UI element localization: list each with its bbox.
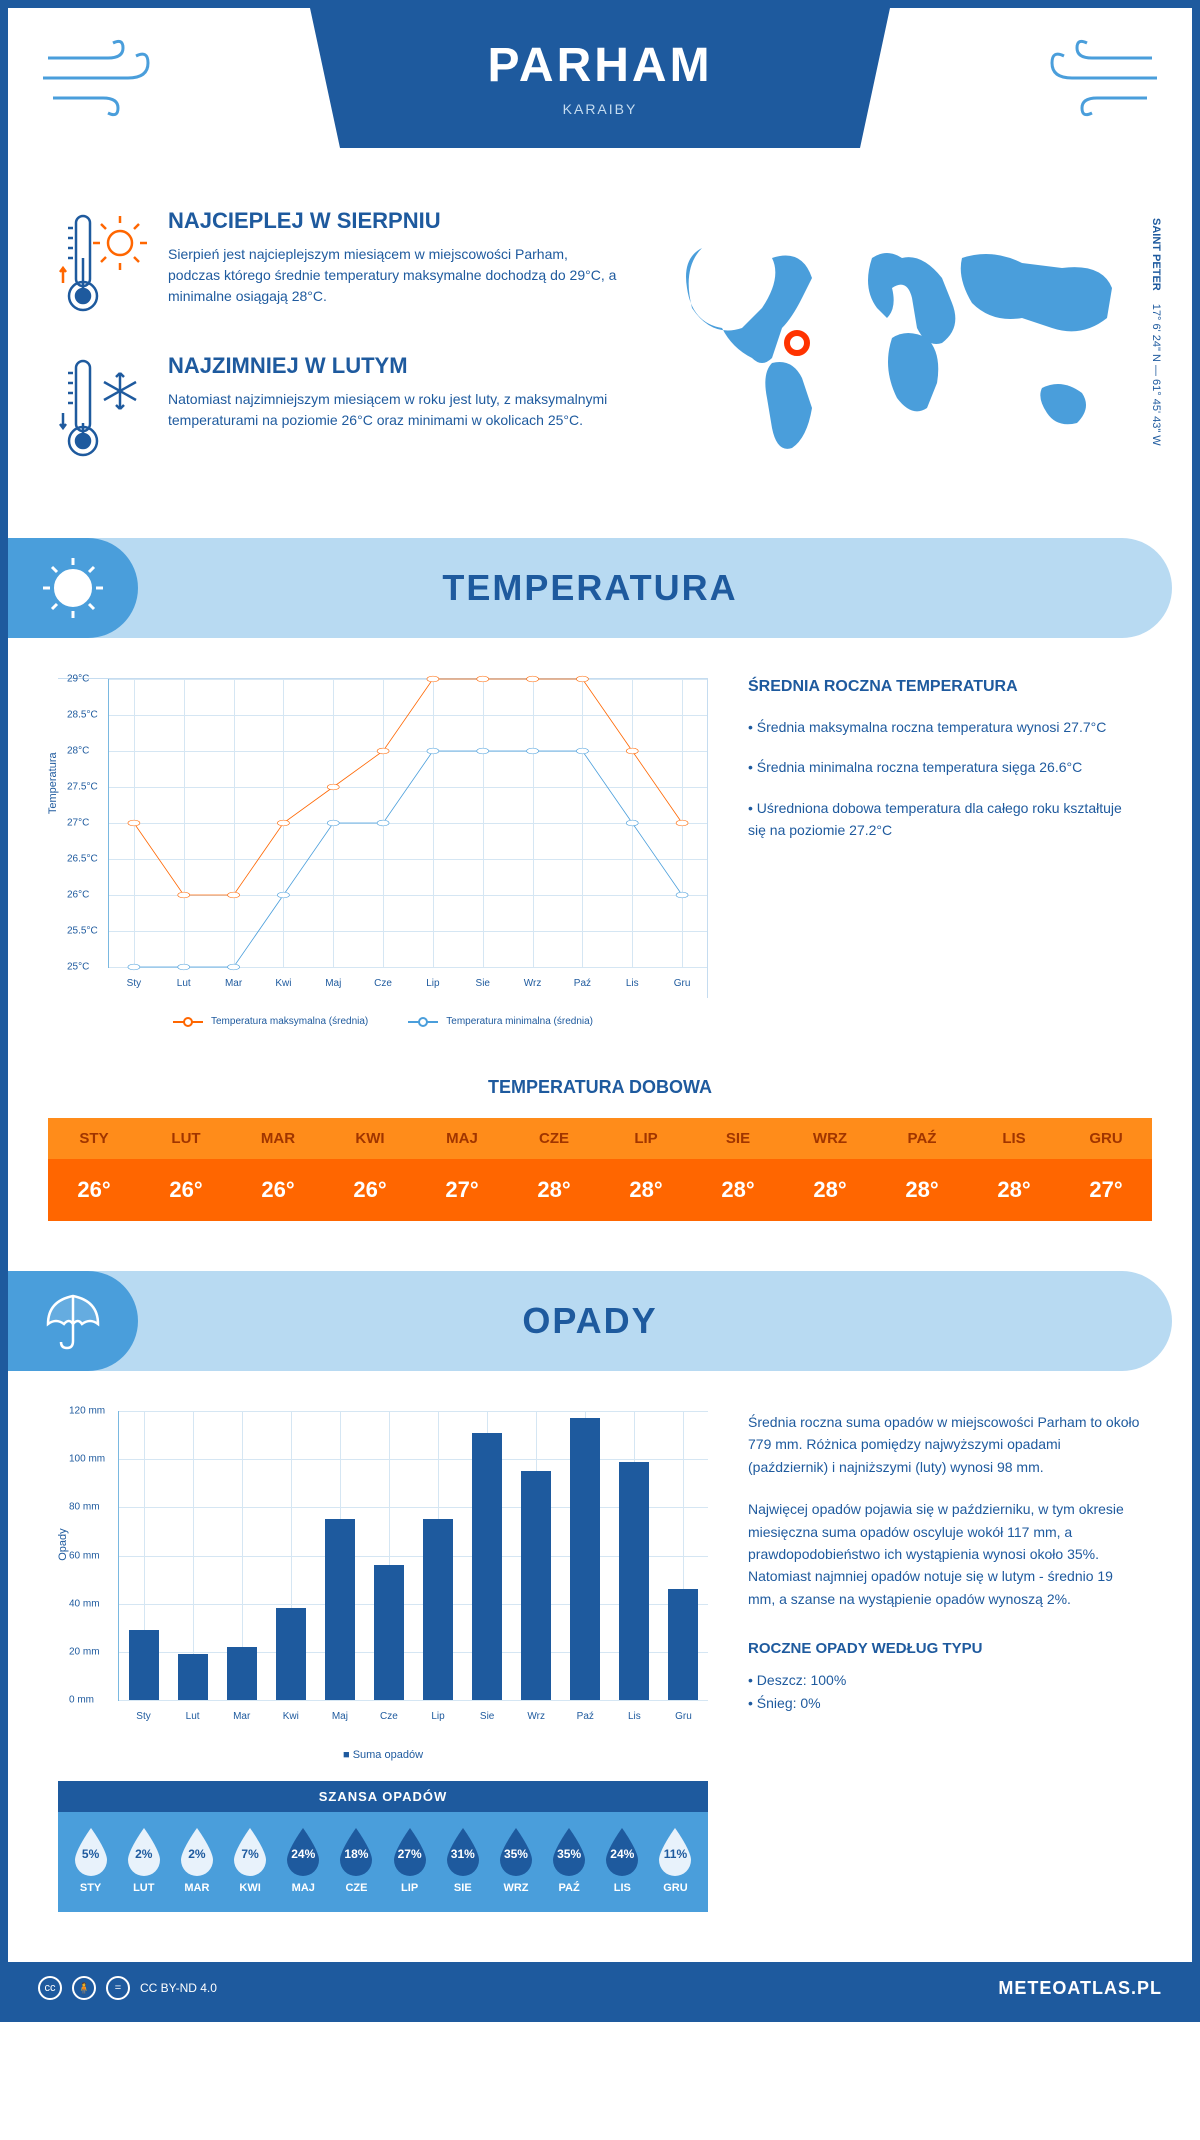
type-bullet: Śnieg: 0% xyxy=(748,1692,1142,1714)
page-title: PARHAM xyxy=(340,38,860,93)
hottest-text: Sierpień jest najcieplejszym miesiącem w… xyxy=(168,244,622,307)
bar xyxy=(668,1589,698,1700)
table-cell: 27° xyxy=(416,1159,508,1221)
table-cell: 28° xyxy=(508,1159,600,1221)
drop-item: 2%LUT xyxy=(117,1826,170,1894)
precipitation-info: Średnia roczna suma opadów w miejscowośc… xyxy=(748,1411,1142,1912)
umbrella-icon xyxy=(8,1271,138,1371)
table-header-cell: LUT xyxy=(140,1118,232,1159)
bar xyxy=(178,1654,208,1700)
bar xyxy=(227,1647,257,1700)
table-cell: 28° xyxy=(784,1159,876,1221)
daily-temp-title: TEMPERATURA DOBOWA xyxy=(8,1077,1192,1098)
hottest-block: NAJCIEPLEJ W SIERPNIU Sierpień jest najc… xyxy=(58,208,622,323)
table-header-cell: LIP xyxy=(600,1118,692,1159)
table-cell: 28° xyxy=(692,1159,784,1221)
drop-item: 35%PAŹ xyxy=(543,1826,596,1894)
bar xyxy=(374,1565,404,1700)
site-name: METEOATLAS.PL xyxy=(998,1978,1162,1999)
cc-icon: cc xyxy=(38,1976,62,2000)
table-header-cell: WRZ xyxy=(784,1118,876,1159)
info-bullet: Średnia minimalna roczna temperatura się… xyxy=(748,756,1142,778)
drop-item: 11%GRU xyxy=(649,1826,702,1894)
table-cell: 26° xyxy=(140,1159,232,1221)
drop-item: 18%CZE xyxy=(330,1826,383,1894)
coldest-block: NAJZIMNIEJ W LUTYM Natomiast najzimniejs… xyxy=(58,353,622,468)
drop-item: 35%WRZ xyxy=(489,1826,542,1894)
table-cell: 26° xyxy=(324,1159,416,1221)
bar xyxy=(276,1608,306,1700)
info-bullet: Uśredniona dobowa temperatura dla całego… xyxy=(748,797,1142,842)
table-cell: 26° xyxy=(48,1159,140,1221)
table-header-cell: MAJ xyxy=(416,1118,508,1159)
table-header-cell: KWI xyxy=(324,1118,416,1159)
header: PARHAM KARAIBY xyxy=(8,8,1192,188)
table-header-cell: SIE xyxy=(692,1118,784,1159)
coldest-title: NAJZIMNIEJ W LUTYM xyxy=(168,353,622,379)
precipitation-chance-box: SZANSA OPADÓW 5%STY2%LUT2%MAR7%KWI24%MAJ… xyxy=(58,1781,708,1912)
world-map: SAINT PETER 17° 6' 24" N — 61° 45' 43" W xyxy=(662,208,1142,498)
info-bullet: Średnia maksymalna roczna temperatura wy… xyxy=(748,716,1142,738)
wind-icon xyxy=(38,38,158,118)
chart-legend: Temperatura maksymalna (średnia) Tempera… xyxy=(58,1016,708,1027)
bar xyxy=(472,1433,502,1700)
temperature-section-header: TEMPERATURA xyxy=(8,538,1172,638)
thermometer-snow-icon xyxy=(58,353,148,468)
sun-icon xyxy=(8,538,138,638)
by-icon: 🧍 xyxy=(72,1976,96,2000)
table-header-cell: PAŹ xyxy=(876,1118,968,1159)
table-cell: 27° xyxy=(1060,1159,1152,1221)
drop-item: 5%STY xyxy=(64,1826,117,1894)
bar xyxy=(521,1471,551,1700)
bar xyxy=(129,1630,159,1700)
drop-item: 2%MAR xyxy=(170,1826,223,1894)
type-bullet: Deszcz: 100% xyxy=(748,1669,1142,1691)
table-cell: 28° xyxy=(876,1159,968,1221)
bar xyxy=(325,1519,355,1700)
hottest-title: NAJCIEPLEJ W SIERPNIU xyxy=(168,208,622,234)
table-cell: 26° xyxy=(232,1159,324,1221)
title-banner: PARHAM KARAIBY xyxy=(340,8,860,148)
thermometer-sun-icon xyxy=(58,208,148,323)
table-header-cell: LIS xyxy=(968,1118,1060,1159)
drop-item: 24%MAJ xyxy=(277,1826,330,1894)
daily-temp-table: STYLUTMARKWIMAJCZELIPSIEWRZPAŹLISGRU 26°… xyxy=(48,1118,1152,1221)
intro-section: NAJCIEPLEJ W SIERPNIU Sierpień jest najc… xyxy=(8,188,1192,538)
temperature-info: ŚREDNIA ROCZNA TEMPERATURA Średnia maksy… xyxy=(748,678,1142,1027)
drop-item: 27%LIP xyxy=(383,1826,436,1894)
bar xyxy=(619,1462,649,1700)
bar-legend: Suma opadów xyxy=(58,1749,708,1761)
coldest-text: Natomiast najzimniejszym miesiącem w rok… xyxy=(168,389,622,431)
table-cell: 28° xyxy=(600,1159,692,1221)
temperature-chart: Temperatura 25°C25.5°C26°C26.5°C27°C27.5… xyxy=(58,678,708,1027)
drop-item: 24%LIS xyxy=(596,1826,649,1894)
coordinates: SAINT PETER 17° 6' 24" N — 61° 45' 43" W xyxy=(1150,218,1162,446)
bar xyxy=(570,1418,600,1700)
table-header-cell: GRU xyxy=(1060,1118,1152,1159)
table-cell: 28° xyxy=(968,1159,1060,1221)
drop-item: 31%SIE xyxy=(436,1826,489,1894)
precipitation-section-header: OPADY xyxy=(8,1271,1172,1371)
license-text: CC BY-ND 4.0 xyxy=(140,1981,217,1995)
drop-item: 7%KWI xyxy=(224,1826,277,1894)
footer: cc 🧍 = CC BY-ND 4.0 METEOATLAS.PL xyxy=(8,1962,1192,2014)
bar xyxy=(423,1519,453,1700)
precipitation-chart: Opady 0 mm20 mm40 mm60 mm80 mm100 mm120 … xyxy=(58,1411,708,1731)
wind-icon xyxy=(1042,38,1162,118)
table-header-cell: STY xyxy=(48,1118,140,1159)
table-header-cell: MAR xyxy=(232,1118,324,1159)
page-subtitle: KARAIBY xyxy=(340,101,860,117)
nd-icon: = xyxy=(106,1976,130,2000)
table-header-cell: CZE xyxy=(508,1118,600,1159)
